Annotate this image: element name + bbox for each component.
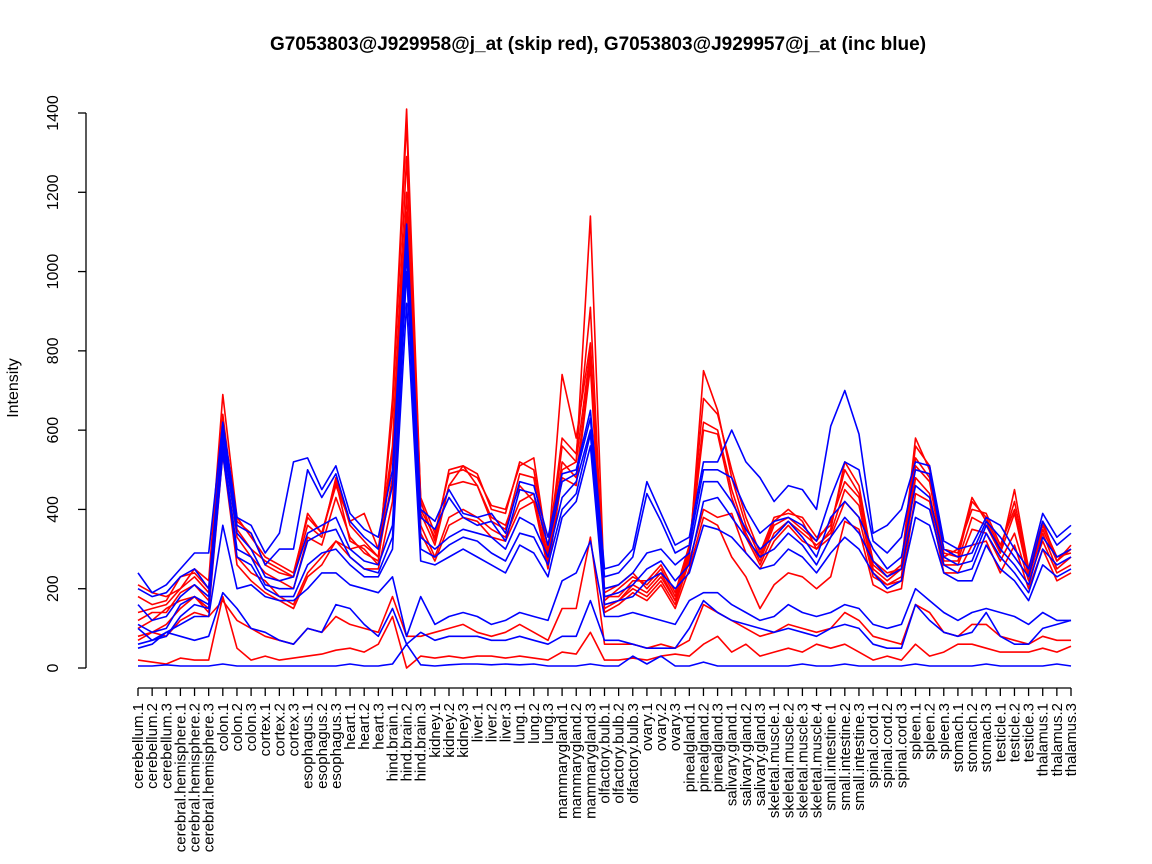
x-tick-label: salivary.gland.3 (752, 703, 769, 806)
y-tick-label: 1200 (45, 174, 62, 210)
x-tick-label: colon.1 (215, 703, 232, 751)
x-tick-label: salivary.gland.1 (724, 703, 741, 806)
x-tick-label: lung.1 (512, 703, 529, 744)
x-tick-label: small.intestine.2 (837, 703, 854, 811)
x-tick-label: pinealgland.1 (681, 703, 698, 792)
x-tick-label: mammarygland.2 (568, 703, 585, 819)
x-tick-label: pinealgland.2 (695, 703, 712, 792)
x-tick-label: cerebellum.2 (144, 703, 161, 789)
series-line-skip-8 (137, 595, 1072, 669)
x-tick-label: stomach.3 (978, 703, 995, 772)
x-tick-label: liver.3 (498, 703, 515, 742)
x-tick-label: skeletal.muscle.4 (809, 703, 826, 818)
x-tick-label: cerebellum.3 (158, 703, 175, 789)
y-tick-label: 400 (45, 496, 62, 523)
y-tick-label: 0 (45, 663, 62, 672)
x-tick-label: cortex.3 (286, 703, 303, 756)
x-tick-label: mammarygland.1 (554, 703, 571, 819)
series-line-skip-4 (137, 191, 1072, 622)
series-line-inc-5 (137, 302, 1072, 642)
x-tick-label: heart.1 (342, 703, 359, 750)
x-tick-label: colon.2 (229, 703, 246, 751)
x-tick-label: skeletal.muscle.2 (780, 703, 797, 818)
x-tick-label: ovary.1 (639, 703, 656, 751)
x-tick-label: small.intestine.1 (823, 703, 840, 811)
x-tick-label: stomach.1 (950, 703, 967, 772)
x-tick-label: cerebral.hemisphere.2 (187, 703, 204, 852)
x-tick-label: skeletal.muscle.3 (794, 703, 811, 818)
x-tick-label: esophagus.3 (328, 703, 345, 789)
series-line-skip-1 (137, 108, 1072, 602)
x-tick-label: kidney.3 (455, 703, 472, 758)
y-axis-label: Intensity (5, 358, 22, 418)
x-tick-label: hind.brain.3 (413, 703, 430, 781)
y-axis: 0 200 400 600 800 1000 1200 1400 (45, 95, 87, 672)
x-tick-label: olfactory.bulb.2 (611, 703, 628, 804)
x-tick-label: lung.3 (540, 703, 557, 744)
x-tick-label: cerebral.hemisphere.3 (201, 703, 218, 852)
x-tick-label: pinealgland.3 (710, 703, 727, 792)
x-tick-label: kidney.1 (427, 703, 444, 758)
x-tick-label: ovary.2 (653, 703, 670, 751)
series-line-inc-1 (137, 223, 1072, 594)
x-tick-label: spinal.cord.1 (865, 703, 882, 788)
series-line-skip-3 (137, 155, 1072, 614)
x-tick-label: hind.brain.1 (384, 703, 401, 781)
x-tick-label: esophagus.1 (300, 703, 317, 789)
x-tick-label: heart.2 (356, 703, 373, 750)
x-tick-label: colon.3 (243, 703, 260, 751)
x-tick-label: thalamus.3 (1063, 703, 1080, 776)
x-tick-label: thalamus.2 (1049, 703, 1066, 776)
x-tick-label: small.intestine.3 (851, 703, 868, 811)
y-tick-label: 800 (45, 337, 62, 364)
x-tick-label: heart.3 (370, 703, 387, 750)
x-tick-label: testicle.2 (1006, 703, 1023, 762)
x-tick-label: thalamus.1 (1035, 703, 1052, 776)
x-tick-label: testicle.1 (992, 703, 1009, 762)
x-axis: cerebellum.1cerebellum.2cerebellum.3cere… (130, 687, 1080, 852)
x-tick-label: kidney.2 (441, 703, 458, 758)
x-tick-label: hind.brain.2 (399, 703, 416, 781)
series-line-inc-7 (137, 591, 1072, 650)
x-tick-label: skeletal.muscle.1 (766, 703, 783, 818)
x-tick-label: cerebral.hemisphere.1 (172, 703, 189, 852)
series-line-inc-8 (138, 643, 1072, 667)
x-tick-label: ovary.3 (667, 703, 684, 751)
series-layer (137, 108, 1072, 669)
x-tick-label: cortex.1 (257, 703, 274, 756)
x-tick-label: olfactory.bulb.1 (597, 703, 614, 804)
x-tick-label: lung.2 (526, 703, 543, 744)
x-tick-label: esophagus.2 (314, 703, 331, 789)
x-tick-label: liver.1 (469, 703, 486, 742)
x-tick-label: olfactory.bulb.3 (625, 703, 642, 804)
series-line-inc-2 (137, 239, 1072, 598)
chart-title: G7053803@J929958@j_at (skip red), G70538… (270, 34, 926, 55)
x-tick-label: cortex.2 (271, 703, 288, 756)
x-tick-label: spleen.1 (908, 703, 925, 760)
x-tick-label: spleen.3 (936, 703, 953, 760)
x-tick-label: salivary.gland.2 (738, 703, 755, 806)
x-tick-label: spleen.2 (922, 703, 939, 760)
x-tick-label: stomach.2 (964, 703, 981, 772)
y-tick-label: 1400 (45, 95, 62, 131)
y-tick-label: 1000 (45, 254, 62, 290)
x-tick-label: spinal.cord.2 (879, 703, 896, 788)
x-tick-label: testicle.3 (1021, 703, 1038, 762)
y-tick-label: 600 (45, 417, 62, 444)
y-tick-label: 200 (45, 575, 62, 602)
x-tick-label: cerebellum.1 (130, 703, 147, 789)
x-tick-label: liver.2 (483, 703, 500, 742)
x-tick-label: spinal.cord.3 (893, 703, 910, 788)
x-tick-label: mammarygland.3 (582, 703, 599, 819)
series-line-inc-6 (137, 524, 1071, 645)
